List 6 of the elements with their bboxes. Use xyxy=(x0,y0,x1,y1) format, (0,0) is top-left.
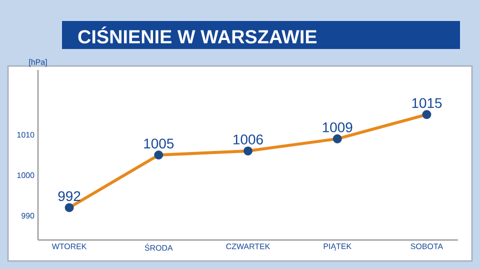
data-label: 992 xyxy=(58,191,80,202)
data-label: 1006 xyxy=(234,134,263,144)
data-label: 1005 xyxy=(144,138,174,148)
data-label: 1015 xyxy=(412,98,442,108)
chart-title: CIŚNIENIE W WARSZAWIE xyxy=(78,26,317,44)
data-label: 1009 xyxy=(322,122,352,132)
